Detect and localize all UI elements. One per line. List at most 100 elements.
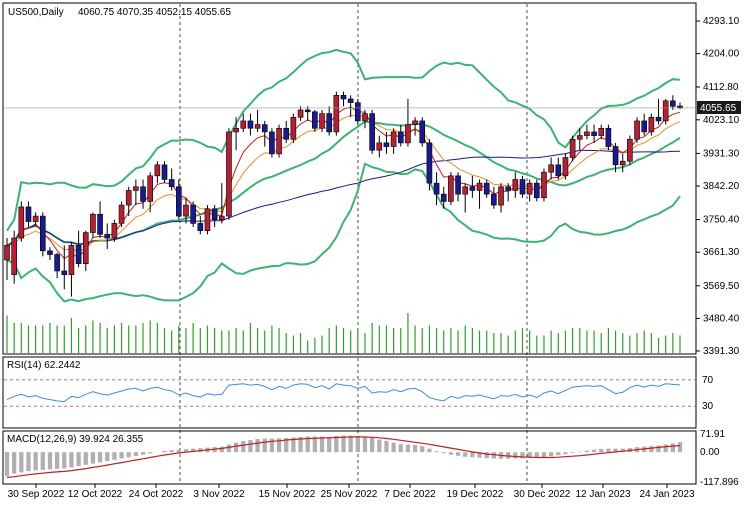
candle-body <box>233 127 239 133</box>
candle-body <box>297 109 304 118</box>
candle-body <box>226 131 232 217</box>
date-label: 12 Jan 2023 <box>575 489 630 500</box>
candle-body <box>261 124 268 133</box>
candle-body <box>605 127 612 147</box>
candle-body <box>82 232 89 264</box>
main-panel <box>2 2 697 355</box>
candle-body <box>476 182 483 191</box>
price-tick-label: 3391.30 <box>703 346 740 357</box>
price-tick-label: 3661.30 <box>703 247 740 258</box>
bollinger-upper-band <box>6 48 681 232</box>
ohlc-readout: 4060.75 4070.35 4052.15 4055.65 <box>78 7 231 18</box>
date-label: 15 Nov 2022 <box>259 489 316 500</box>
rsi-label: RSI(14) 62.2442 <box>7 360 81 371</box>
last-price-badge <box>697 101 741 114</box>
candle-body <box>619 160 626 166</box>
candle-body <box>641 120 648 133</box>
candle-body <box>11 237 17 275</box>
candle-body <box>591 131 597 136</box>
candle-body <box>512 179 519 191</box>
candle-body <box>54 254 60 272</box>
last-price-label: 4055.65 <box>700 103 737 114</box>
candle-body <box>75 245 82 264</box>
candle-body <box>383 142 390 147</box>
candle-body <box>218 215 225 221</box>
price-tick-label: 4023.10 <box>703 115 740 126</box>
chart-title: US500,Daily <box>8 7 64 18</box>
candle-body <box>655 116 662 122</box>
candle-body <box>161 164 168 180</box>
price-tick-label: 3750.40 <box>703 215 740 226</box>
date-label: 19 Dec 2022 <box>447 489 504 500</box>
price-tick-label: 4204.00 <box>703 49 740 60</box>
candle-body <box>576 135 583 140</box>
slow-moving-average <box>6 149 681 246</box>
candle-body <box>634 120 640 140</box>
candle-body <box>68 245 75 275</box>
candle-body <box>154 164 161 177</box>
price-tick-label: 3480.40 <box>703 313 740 324</box>
candle-body <box>355 102 361 122</box>
price-tick-label: 4293.10 <box>703 16 740 27</box>
candle-body <box>125 190 132 206</box>
candle-body <box>612 146 619 166</box>
candle-body <box>197 223 204 232</box>
candle-body <box>111 223 118 239</box>
candle-body <box>147 175 153 202</box>
rsi-tick-label: 70 <box>702 375 714 386</box>
rsi-line <box>6 383 681 403</box>
candle-body <box>405 124 411 144</box>
candle-body <box>648 116 655 133</box>
rsi-panel <box>2 356 697 429</box>
candle-body <box>662 100 669 122</box>
candle-body <box>419 120 426 144</box>
macd-tick-label: 71.91 <box>700 429 725 440</box>
candle-body <box>61 270 68 275</box>
candle-body <box>347 98 354 103</box>
candle-body <box>541 171 547 199</box>
candle-body <box>462 186 469 195</box>
price-tick-label: 4112.80 <box>703 82 739 93</box>
candle-body <box>140 186 146 202</box>
candle-body <box>526 182 533 195</box>
candle-body <box>548 164 554 173</box>
candle-body <box>397 131 404 144</box>
candle-body <box>469 186 476 191</box>
candle-body <box>118 204 125 224</box>
candle-body <box>254 124 261 129</box>
candle-body <box>440 193 447 202</box>
candle-body <box>584 131 590 136</box>
candle-body <box>627 138 633 162</box>
rsi-tick-label: 30 <box>702 401 714 412</box>
candle-body <box>133 186 139 191</box>
candle-body <box>369 113 375 151</box>
candle-body <box>97 213 103 235</box>
macd-tick-label: 0.00 <box>700 447 720 458</box>
candle-body <box>25 206 32 222</box>
date-label: 30 Sep 2022 <box>8 489 65 500</box>
candle-body <box>312 111 318 129</box>
candle-body <box>176 186 182 217</box>
candle-body <box>376 142 383 151</box>
candle-body <box>276 127 282 155</box>
price-tick-label: 3842.20 <box>703 181 740 192</box>
candle-body <box>190 204 196 224</box>
candle-body <box>498 186 504 206</box>
candle-body <box>534 182 540 199</box>
candle-body <box>269 131 275 155</box>
candle-body <box>247 120 254 129</box>
candle-body <box>319 113 325 129</box>
price-tick-label: 3931.30 <box>703 148 740 159</box>
candle-body <box>412 120 418 125</box>
candle-body <box>90 213 96 233</box>
candle-body <box>326 113 332 133</box>
candle-body <box>670 100 676 107</box>
candle-body <box>433 182 440 195</box>
candle-body <box>598 127 605 136</box>
date-label: 12 Oct 2022 <box>68 489 123 500</box>
macd-tick-label: -117.896 <box>700 477 739 488</box>
candle-body <box>204 208 211 232</box>
candle-body <box>283 127 290 140</box>
price-tick-label: 3569.50 <box>703 281 740 292</box>
